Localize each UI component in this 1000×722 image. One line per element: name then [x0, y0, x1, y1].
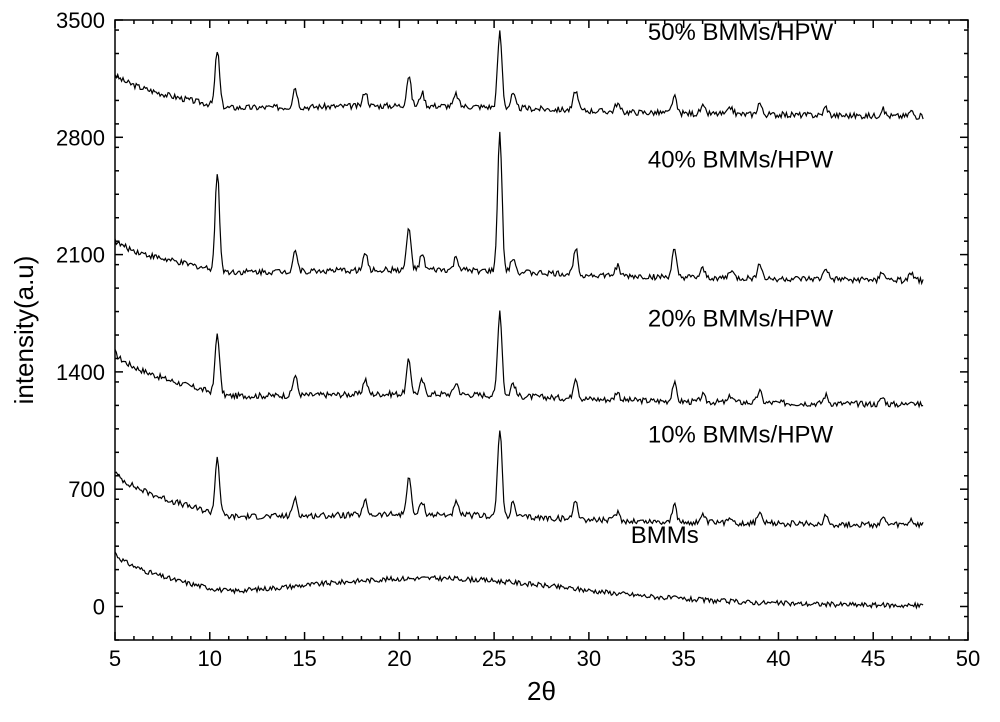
y-tick-label: 700 — [68, 477, 105, 502]
x-tick-label: 20 — [387, 646, 411, 671]
series-label: 40% BMMs/HPW — [648, 146, 834, 173]
x-tick-label: 50 — [956, 646, 980, 671]
y-tick-label: 0 — [93, 594, 105, 619]
x-tick-label: 5 — [109, 646, 121, 671]
y-tick-label: 1400 — [56, 360, 105, 385]
xrd-chart: 5 10 15 20 25 30 35 40 45 50 0 700 1400 2100 2800 3500 2… — [0, 0, 1000, 722]
series-label: 10% BMMs/HPW — [648, 421, 834, 448]
x-axis-label: 2θ — [527, 676, 556, 706]
y-axis-label: intensity(a.u) — [9, 256, 39, 405]
series-label: 20% BMMs/HPW — [648, 306, 834, 333]
series-label: 50% BMMs/HPW — [648, 19, 834, 46]
x-tick-label: 45 — [861, 646, 885, 671]
x-tick-label: 15 — [292, 646, 316, 671]
x-tick-label: 25 — [482, 646, 506, 671]
x-tick-label: 35 — [671, 646, 695, 671]
series-BMMs — [115, 552, 923, 608]
x-tick-label: 40 — [766, 646, 790, 671]
x-tick-label: 10 — [198, 646, 222, 671]
y-tick-label: 3500 — [56, 8, 105, 33]
x-tick-label: 30 — [577, 646, 601, 671]
y-tick-label: 2100 — [56, 243, 105, 268]
y-tick-label: 2800 — [56, 125, 105, 150]
chart-svg: 5 10 15 20 25 30 35 40 45 50 0 700 1400 2100 2800 3500 2… — [0, 0, 1000, 722]
series-label: BMMs — [631, 522, 699, 549]
